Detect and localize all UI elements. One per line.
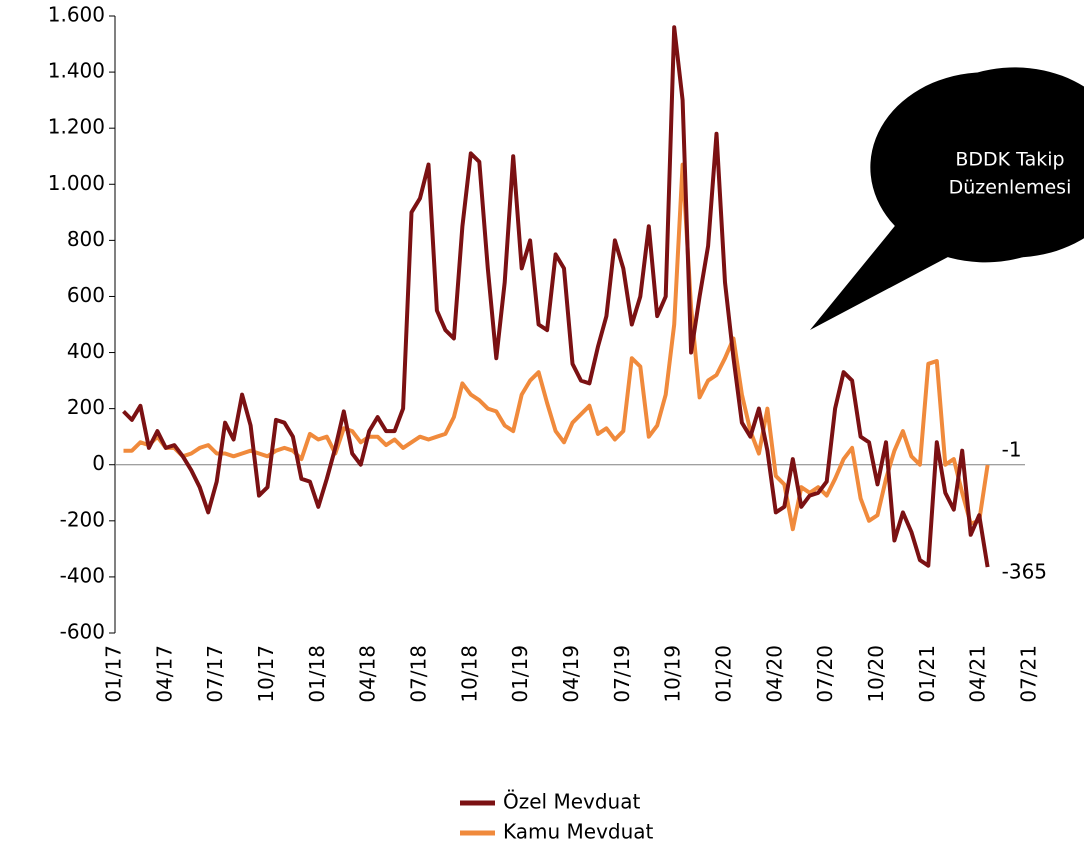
callout-bubble	[870, 72, 1084, 263]
x-tick-label: 07/17	[203, 645, 227, 703]
x-tick-label: 04/18	[356, 645, 380, 703]
y-tick-label: 1.600	[48, 3, 105, 27]
x-tick-label: 10/18	[457, 645, 481, 703]
value-label: -1	[1002, 438, 1022, 462]
y-tick-label: 400	[67, 339, 105, 363]
y-tick-label: 0	[92, 451, 105, 475]
x-tick-label: 01/20	[712, 645, 736, 703]
y-tick-label: 1.200	[48, 115, 105, 139]
y-tick-label: -400	[60, 563, 105, 587]
x-tick-label: 10/19	[661, 645, 685, 703]
x-tick-label: 01/19	[508, 645, 532, 703]
y-tick-label: -600	[60, 620, 105, 644]
x-tick-label: 04/21	[966, 645, 990, 703]
annotation: BDDK Takip	[955, 149, 1064, 171]
y-tick-label: 1.000	[48, 171, 105, 195]
series-line	[122, 25, 990, 568]
x-tick-label: 07/18	[407, 645, 431, 703]
legend-label: Özel Mevduat	[503, 790, 640, 814]
annotation: Düzenlemesi	[949, 177, 1072, 199]
y-tick-label: 1.400	[48, 59, 105, 83]
x-tick-label: 04/19	[559, 645, 583, 703]
y-tick-label: -200	[60, 507, 105, 531]
x-tick-label: 04/20	[762, 645, 786, 703]
value-label: -365	[1002, 560, 1047, 584]
y-tick-label: 800	[67, 227, 105, 251]
x-tick-label: 10/20	[864, 645, 888, 703]
x-tick-label: 04/17	[152, 645, 176, 703]
x-tick-label: 10/17	[254, 645, 278, 703]
x-tick-label: 01/17	[102, 645, 126, 703]
x-tick-label: 01/21	[915, 645, 939, 703]
x-tick-label: 07/19	[610, 645, 634, 703]
x-tick-label: 07/20	[813, 645, 837, 703]
series-line	[123, 162, 990, 532]
y-tick-label: 200	[67, 395, 105, 419]
y-tick-label: 600	[67, 283, 105, 307]
x-tick-label: 07/21	[1017, 645, 1041, 703]
legend-label: Kamu Mevduat	[503, 820, 654, 844]
x-tick-label: 01/18	[305, 645, 329, 703]
